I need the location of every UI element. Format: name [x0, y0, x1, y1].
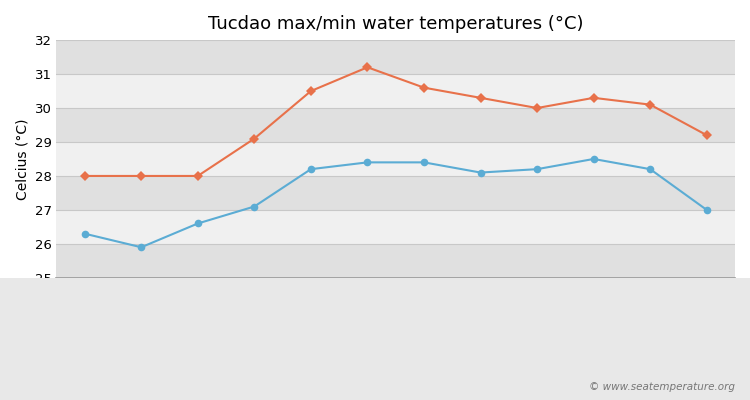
Min: [250, 204, 259, 209]
Legend: Max, Min: Max, Min: [268, 318, 414, 343]
Min: [646, 167, 655, 172]
Max: [419, 85, 428, 90]
Y-axis label: Celcius (°C): Celcius (°C): [15, 118, 29, 200]
Max: [307, 89, 316, 94]
Bar: [56, 244, 735, 278]
Max: [136, 174, 146, 178]
Bar: [56, 142, 735, 176]
Title: Tucdao max/min water temperatures (°C): Tucdao max/min water temperatures (°C): [208, 15, 584, 33]
Min: [136, 245, 146, 250]
Min: [80, 231, 89, 236]
Max: [532, 106, 542, 110]
Bar: [56, 108, 735, 142]
Max: [702, 133, 711, 138]
Min: [419, 160, 428, 165]
Min: [532, 167, 542, 172]
Min: [702, 208, 711, 212]
Line: Min: Min: [81, 155, 710, 251]
Min: [363, 160, 372, 165]
Max: [80, 174, 89, 178]
Max: [363, 65, 372, 70]
Bar: [56, 40, 735, 74]
Max: [590, 96, 598, 100]
Min: [590, 156, 598, 161]
Max: [476, 96, 485, 100]
Max: [194, 174, 202, 178]
Bar: [56, 210, 735, 244]
Bar: [56, 74, 735, 108]
Max: [250, 136, 259, 141]
Min: [476, 170, 485, 175]
Min: [194, 221, 202, 226]
Max: [646, 102, 655, 107]
Text: © www.seatemperature.org: © www.seatemperature.org: [589, 382, 735, 392]
Min: [307, 167, 316, 172]
Bar: [56, 176, 735, 210]
Line: Max: Max: [81, 64, 710, 180]
